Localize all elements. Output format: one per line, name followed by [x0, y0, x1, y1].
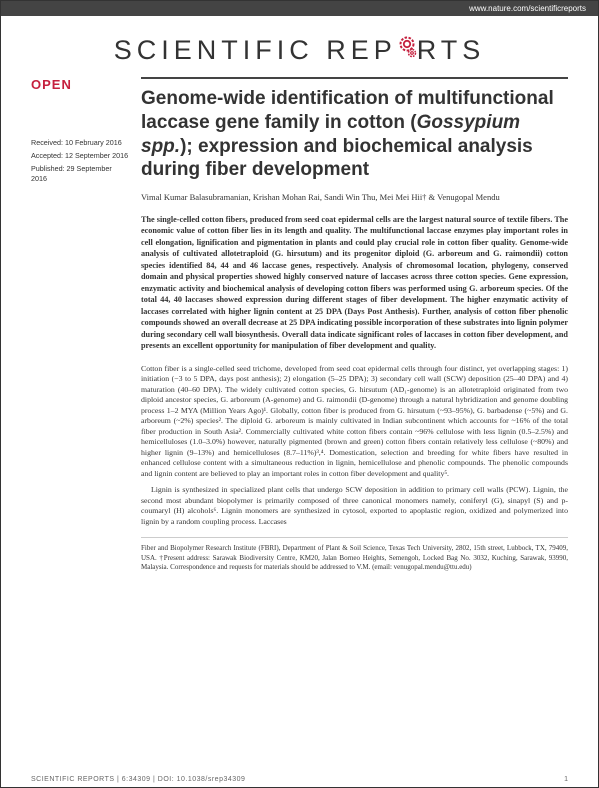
page-number: 1	[564, 776, 568, 783]
published-date: Published: 29 September 2016	[31, 164, 129, 186]
body-paragraph-2: Lignin is synthesized in specialized pla…	[141, 485, 568, 527]
received-date: Received: 10 February 2016	[31, 138, 129, 149]
content-area: OPEN Received: 10 February 2016 Accepted…	[1, 77, 598, 573]
authors: Vimal Kumar Balasubramanian, Krishan Moh…	[141, 192, 568, 204]
footer-citation: SCIENTIFIC REPORTS | 6:34309 | DOI: 10.1…	[31, 776, 245, 783]
accepted-date: Accepted: 12 September 2016	[31, 151, 129, 162]
header-bar: www.nature.com/scientificreports	[1, 1, 598, 16]
page-footer: SCIENTIFIC REPORTS | 6:34309 | DOI: 10.1…	[1, 772, 598, 787]
header-url: www.nature.com/scientificreports	[469, 4, 586, 13]
body-paragraph-1: Cotton fiber is a single-celled seed tri…	[141, 364, 568, 480]
journal-logo: SCIENTIFIC REP RTS	[114, 34, 486, 67]
affiliation: Fiber and Biopolymer Research Institute …	[141, 537, 568, 572]
left-column: OPEN Received: 10 February 2016 Accepted…	[31, 77, 141, 573]
logo-prefix: SCIENTIFIC REP	[114, 35, 397, 66]
logo-suffix: RTS	[417, 35, 486, 66]
open-access-label: OPEN	[31, 77, 129, 92]
article-meta: Received: 10 February 2016 Accepted: 12 …	[31, 138, 129, 185]
abstract: The single-celled cotton fibers, produce…	[141, 214, 568, 352]
title-part2: ); expression and biochemical analysis d…	[141, 136, 533, 181]
logo-area: SCIENTIFIC REP RTS	[1, 16, 598, 77]
right-column: Genome-wide identification of multifunct…	[141, 77, 568, 573]
article-title: Genome-wide identification of multifunct…	[141, 87, 568, 182]
